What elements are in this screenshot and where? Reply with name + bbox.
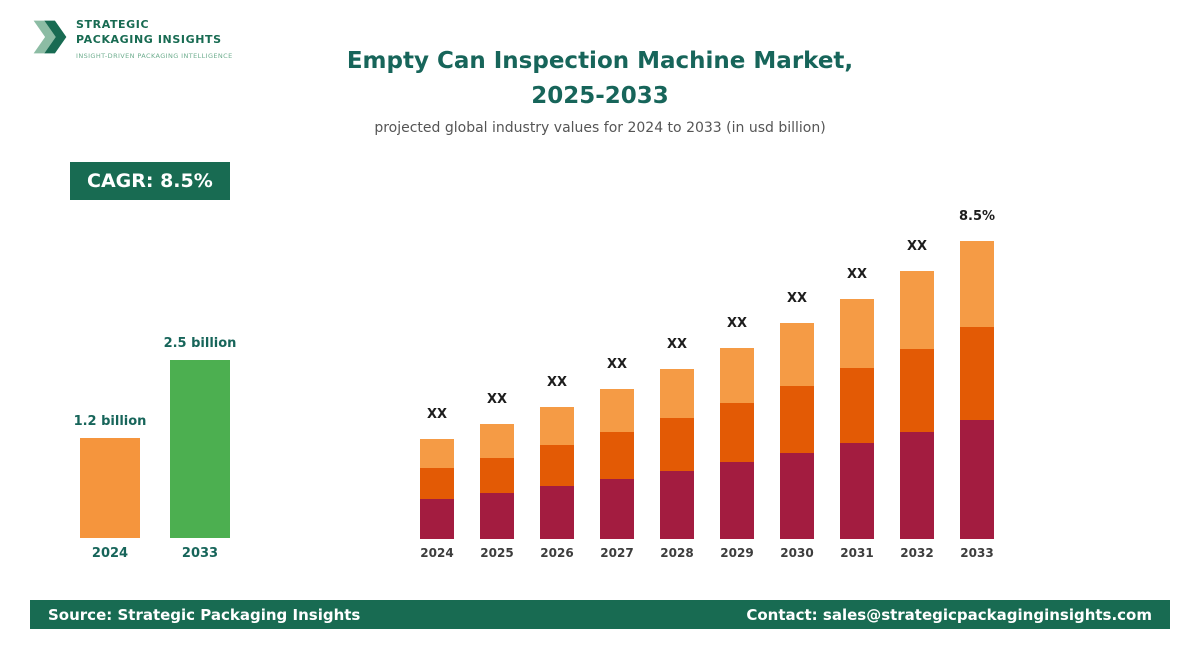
- x-axis-label: 2026: [540, 546, 574, 560]
- footer-contact: Contact: sales@strategicpackaginginsight…: [746, 605, 1152, 624]
- stacked-bar-2026: XX 2026: [540, 375, 574, 560]
- segment-middle-2030: [780, 386, 814, 453]
- stacked-bar-2027: XX 2027: [600, 357, 634, 560]
- segment-bottom-2026: [540, 486, 574, 539]
- highlight-bar: [80, 438, 140, 538]
- segment-top-2026: [540, 407, 574, 445]
- highlight-axis-label: 2024: [91, 546, 129, 561]
- footer-source: Source: Strategic Packaging Insights: [48, 605, 361, 624]
- stacked-bar-2033: 8.5% 2033: [958, 209, 996, 560]
- highlight-bar-2024: 1.2 billion 2024: [74, 414, 147, 561]
- segment-bottom-2032: [900, 432, 934, 539]
- x-axis-label: 2025: [480, 546, 514, 560]
- segment-bottom-2033: [960, 420, 994, 539]
- segment-middle-2028: [660, 418, 694, 471]
- stacked-bar-stack: [960, 241, 994, 539]
- segment-bottom-2029: [720, 462, 754, 539]
- chart-title-line2: 2025-2033: [531, 83, 669, 109]
- stacked-bar-stack: [420, 439, 454, 539]
- logo-name-line2: PACKAGING INSIGHTS: [76, 33, 222, 46]
- stacked-bar-value-label: XX: [726, 316, 748, 331]
- stacked-bar-value-label: XX: [426, 407, 448, 422]
- logo-name-line1: STRATEGIC: [76, 18, 150, 32]
- x-axis-label: 2030: [780, 546, 814, 560]
- chart-title-line1: Empty Can Inspection Machine Market,: [346, 48, 854, 74]
- segment-top-2032: [900, 271, 934, 349]
- stacked-bar-2028: XX 2028: [660, 337, 694, 560]
- logo: STRATEGIC PACKAGING INSIGHTS INSIGHT-DRI…: [32, 14, 233, 64]
- segment-top-2024: [420, 439, 454, 468]
- stacked-bar-stack: [660, 369, 694, 539]
- chart-subtitle: projected global industry values for 202…: [374, 120, 826, 136]
- segment-bottom-2024: [420, 499, 454, 539]
- stacked-bar-value-label: XX: [546, 375, 568, 390]
- segment-top-2028: [660, 369, 694, 418]
- x-axis-label: 2031: [840, 546, 874, 560]
- segment-middle-2024: [420, 468, 454, 499]
- stacked-bar-stack: [840, 299, 874, 539]
- header: Empty Can Inspection Machine Market, 202…: [0, 44, 1200, 136]
- stacked-bar-2031: XX 2031: [840, 267, 874, 560]
- segment-middle-2027: [600, 432, 634, 479]
- stacked-bar-value-label: 8.5%: [958, 209, 996, 224]
- x-axis-label: 2033: [960, 546, 994, 560]
- stacked-bar-stack: [480, 424, 514, 539]
- stacked-bar-value-label: XX: [666, 337, 688, 352]
- x-axis-label: 2028: [660, 546, 694, 560]
- stacked-bar-stack: [720, 348, 754, 539]
- highlight-bar-value-label: 1.2 billion: [73, 414, 147, 429]
- stacked-bar-2032: XX 2032: [900, 239, 934, 560]
- segment-middle-2029: [720, 403, 754, 462]
- stacked-bar-stack: [900, 271, 934, 539]
- highlight-bar-2033: 2.5 billion 2033: [164, 336, 237, 561]
- segment-top-2029: [720, 348, 754, 403]
- x-axis-label: 2032: [900, 546, 934, 560]
- segment-top-2031: [840, 299, 874, 368]
- segment-middle-2031: [840, 368, 874, 443]
- segment-bottom-2031: [840, 443, 874, 539]
- highlight-bar-value-label: 2.5 billion: [163, 336, 237, 351]
- stacked-bar-stack: [600, 389, 634, 539]
- segment-middle-2026: [540, 445, 574, 486]
- stacked-bar-stack: [780, 323, 814, 539]
- stacked-bar-value-label: XX: [486, 392, 508, 407]
- footer-bar: Source: Strategic Packaging Insights Con…: [30, 600, 1170, 629]
- stacked-bar-stack: [540, 407, 574, 539]
- segment-middle-2025: [480, 458, 514, 493]
- segment-bottom-2027: [600, 479, 634, 539]
- highlight-bar: [170, 360, 230, 538]
- x-axis-label: 2027: [600, 546, 634, 560]
- segment-top-2027: [600, 389, 634, 432]
- x-axis-label: 2029: [720, 546, 754, 560]
- segment-top-2025: [480, 424, 514, 458]
- cagr-badge: CAGR: 8.5%: [70, 162, 230, 200]
- stacked-bar-2025: XX 2025: [480, 392, 514, 560]
- highlight-chart: 1.2 billion 2024 2.5 billion 2033: [74, 336, 237, 561]
- stacked-bar-2030: XX 2030: [780, 291, 814, 560]
- segment-bottom-2025: [480, 493, 514, 539]
- stacked-bar-2029: XX 2029: [720, 316, 754, 560]
- stacked-bar-value-label: XX: [786, 291, 808, 306]
- segment-top-2030: [780, 323, 814, 386]
- segment-middle-2033: [960, 327, 994, 420]
- logo-chevron-icon: [32, 14, 68, 64]
- segment-top-2033: [960, 241, 994, 327]
- stacked-bar-2024: XX 2024: [420, 407, 454, 560]
- stacked-bar-value-label: XX: [846, 267, 868, 282]
- stacked-bar-value-label: XX: [906, 239, 928, 254]
- stacked-bar-value-label: XX: [606, 357, 628, 372]
- logo-tagline: INSIGHT-DRIVEN PACKAGING INTELLIGENCE: [76, 51, 233, 60]
- x-axis-label: 2024: [420, 546, 454, 560]
- highlight-axis-label: 2033: [181, 546, 219, 561]
- segment-bottom-2028: [660, 471, 694, 539]
- projection-chart: XX 2024 XX 2025 XX 2026 XX 2027 XX 2028 XX 2029 XX 20…: [420, 209, 996, 560]
- segment-bottom-2030: [780, 453, 814, 539]
- segment-middle-2032: [900, 349, 934, 432]
